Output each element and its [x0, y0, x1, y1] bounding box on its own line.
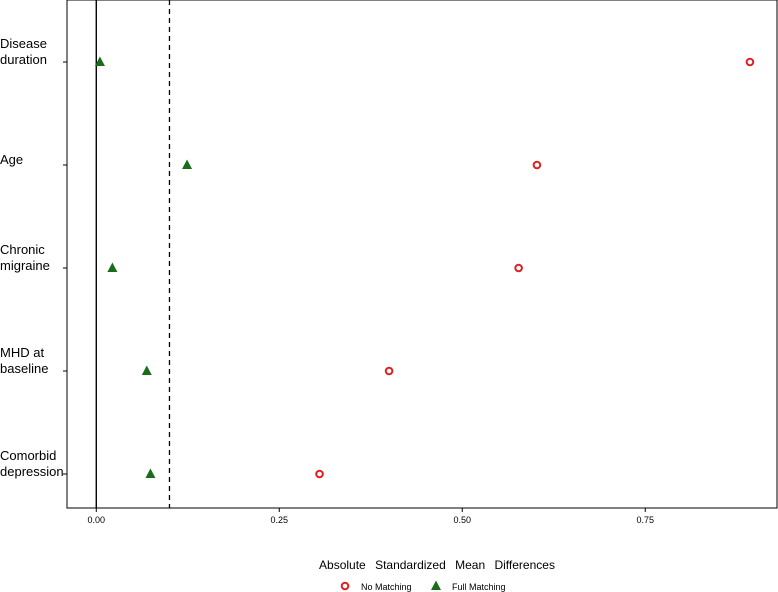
y-tick-marks [63, 61, 67, 475]
point-full-matching [141, 365, 152, 375]
legend-marker-no-matching [340, 581, 350, 591]
legend-label-full-matching: Full Matching [452, 582, 506, 592]
point-full-matching [107, 262, 118, 272]
y-category-label: migraine [0, 258, 50, 273]
x-tick-labels: 0.00 0.25 0.50 0.75 [88, 515, 655, 525]
x-tick-label: 0.00 [88, 515, 106, 525]
data-points [94, 56, 755, 479]
legend: No Matching Full Matching [340, 580, 506, 592]
x-axis-title: Absolute Standardized Mean Differences [319, 558, 555, 572]
point-full-matching [94, 56, 105, 66]
y-category-label: depression [0, 464, 64, 479]
y-category-label: baseline [0, 361, 48, 376]
plot-area-frame [66, 0, 778, 509]
point-no-matching [384, 366, 394, 376]
y-category-label: Comorbid [0, 448, 56, 463]
point-no-matching [745, 57, 755, 67]
point-no-matching [532, 160, 542, 170]
x-tick-marks [95, 508, 646, 512]
point-no-matching [315, 469, 324, 479]
x-tick-label: 0.25 [271, 515, 289, 525]
x-tick-label: 0.75 [636, 515, 654, 525]
y-category-label: Age [0, 152, 23, 167]
x-tick-label: 0.50 [453, 515, 471, 525]
y-category-label: MHD at [0, 345, 44, 360]
reference-lines [95, 0, 171, 508]
y-category-label: Disease [0, 36, 47, 51]
legend-marker-full-matching [431, 580, 441, 590]
point-no-matching [514, 263, 523, 273]
legend-label-no-matching: No Matching [361, 582, 412, 592]
point-full-matching [182, 159, 193, 169]
point-full-matching [145, 468, 156, 478]
y-category-label: Chronic [0, 242, 45, 257]
y-category-label: duration [0, 52, 47, 67]
